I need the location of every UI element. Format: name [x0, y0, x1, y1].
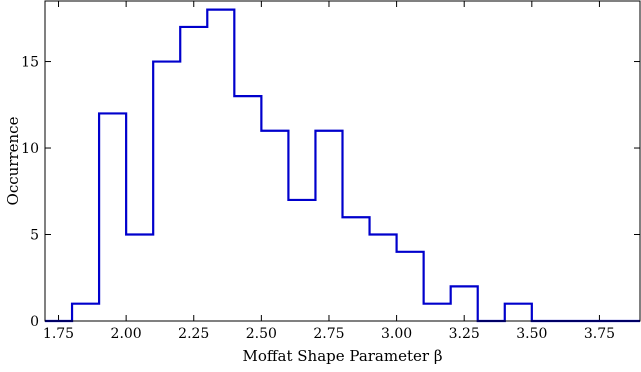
x-tick-label: 3.00: [381, 326, 412, 342]
y-tick-label: 0: [30, 314, 39, 330]
x-tick-label: 3.25: [449, 326, 480, 342]
x-tick-label: 3.50: [516, 326, 547, 342]
x-tick-label: 2.25: [178, 326, 209, 342]
x-tick-label: 2.75: [313, 326, 344, 342]
axis-ticks: [45, 1, 640, 322]
y-tick-label: 5: [30, 228, 39, 244]
y-tick-label: 10: [21, 141, 39, 157]
tick-labels: 1.75 2.00 2.25 2.50 2.75 3.00 3.25 3.50 3.75 0 5 10…: [21, 55, 615, 342]
histogram-series-line: [45, 8, 640, 323]
x-tick-label: 1.75: [43, 326, 74, 342]
y-tick-label: 15: [21, 55, 39, 71]
x-axis-label: Moffat Shape Parameter β: [242, 347, 442, 365]
x-tick-label: 2.00: [111, 326, 142, 342]
y-axis-label: Occurrence: [4, 116, 22, 205]
x-tick-label: 3.75: [584, 326, 615, 342]
x-tick-label: 2.50: [246, 326, 277, 342]
plot-frame: [44, 0, 641, 322]
